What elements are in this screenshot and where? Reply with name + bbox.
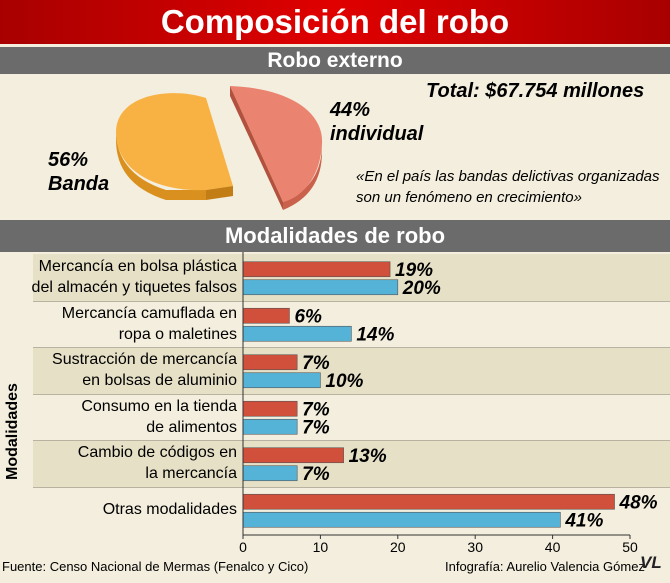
pie-name-banda: Banda bbox=[48, 173, 110, 195]
pie-pct-individual: 44% bbox=[330, 99, 371, 121]
bar-series-1 bbox=[242, 354, 298, 371]
bar-series-2 bbox=[242, 465, 298, 482]
x-tick-label: 40 bbox=[545, 539, 561, 555]
quote: «En el país las bandas delictivas organi… bbox=[356, 166, 666, 208]
category-label-line: Otras modalidades bbox=[102, 501, 237, 519]
pie-slice-individual-edge bbox=[230, 86, 283, 210]
bar-series-2 bbox=[242, 325, 352, 342]
category-label: Otras modalidades bbox=[103, 499, 237, 520]
data-label: 13% bbox=[349, 446, 387, 467]
section-heading-modalidades: Modalidades de robo bbox=[0, 220, 670, 252]
x-tick-label: 20 bbox=[390, 539, 406, 555]
category-label-line: Mercancía en bolsa plástica bbox=[38, 258, 237, 276]
bar-series-2 bbox=[242, 279, 399, 296]
credit-note: Infografía: Aurelio Valencia Gómez bbox=[445, 559, 645, 574]
pie-name-individual: individual bbox=[330, 123, 424, 145]
data-label: 7% bbox=[302, 353, 330, 374]
bar-series-1 bbox=[242, 493, 615, 510]
data-label: 20% bbox=[402, 278, 441, 299]
x-tick-label: 10 bbox=[313, 539, 329, 555]
pie-label-banda: 56% Banda bbox=[48, 148, 109, 196]
bar-series-1 bbox=[242, 307, 290, 324]
source-note: Fuente: Censo Nacional de Mermas (Fenalc… bbox=[2, 559, 309, 574]
category-band bbox=[33, 347, 670, 394]
data-label: 41% bbox=[564, 510, 603, 531]
category-band bbox=[33, 393, 670, 440]
category-label: Sustracción de mercancía en bolsas de alu… bbox=[52, 349, 237, 391]
data-label: 14% bbox=[356, 324, 394, 345]
category-label-line: del almacén y tiquetes falsos bbox=[31, 279, 237, 297]
category-label: Mercancía camuflada en ropa o maletines bbox=[62, 303, 237, 345]
bar-series-1 bbox=[242, 261, 391, 278]
pie-pct-banda: 56% bbox=[48, 149, 89, 171]
total-amount: Total: $67.754 millones bbox=[426, 80, 645, 102]
band-separator bbox=[33, 300, 670, 302]
category-label-line: Cambio de códigos en bbox=[77, 444, 237, 462]
pie-slice-banda bbox=[116, 93, 233, 191]
x-tick-label: 50 bbox=[622, 539, 638, 555]
quote-line-2: son un fenómeno en crecimiento» bbox=[356, 189, 582, 206]
category-label-line: ropa o maletines bbox=[118, 325, 237, 343]
category-band bbox=[33, 440, 670, 487]
band-separator bbox=[33, 347, 670, 348]
category-label: Consumo en la tienda de alimentos bbox=[81, 396, 237, 438]
category-label-line: Consumo en la tienda bbox=[81, 397, 237, 415]
pie-chart bbox=[116, 86, 323, 210]
data-label: 19% bbox=[395, 260, 433, 281]
category-label-line: la mercancía bbox=[145, 465, 237, 483]
quote-line-1: «En el país las bandas delictivas organi… bbox=[356, 168, 660, 185]
bar-series-1 bbox=[242, 400, 298, 417]
page-title: Composición del robo bbox=[0, 0, 670, 44]
bar-series-2 bbox=[242, 511, 561, 528]
bar-series-1 bbox=[242, 447, 344, 464]
category-label-line: en bolsas de aluminio bbox=[82, 372, 237, 390]
band-separator bbox=[33, 486, 670, 488]
pie-slice-banda-edge bbox=[206, 186, 233, 200]
pie-slice-banda-side bbox=[116, 130, 206, 200]
pie-label-individual: 44% individual bbox=[330, 98, 423, 146]
bar-series-2 bbox=[242, 372, 321, 389]
data-label: 10% bbox=[325, 371, 363, 392]
data-label: 7% bbox=[302, 464, 330, 485]
pie-slice-individual bbox=[230, 86, 323, 202]
band-separator bbox=[33, 440, 670, 441]
band-separator bbox=[33, 393, 670, 395]
category-label: Mercancía en bolsa plástica del almacén y… bbox=[32, 256, 237, 298]
data-label: 6% bbox=[294, 306, 322, 327]
data-label: 7% bbox=[302, 399, 330, 420]
pie-slice-individual-side bbox=[283, 142, 323, 210]
category-label-line: de alimentos bbox=[146, 418, 237, 436]
bar-series-2 bbox=[242, 418, 298, 435]
logo: VL bbox=[640, 553, 662, 572]
x-tick-label: 0 bbox=[239, 539, 247, 555]
category-label-line: Mercancía camuflada en bbox=[61, 304, 237, 322]
x-tick-label: 30 bbox=[467, 539, 483, 555]
section-heading-robo-externo: Robo externo bbox=[0, 47, 670, 74]
data-label: 48% bbox=[619, 492, 658, 513]
category-label-line: Sustracción de mercancía bbox=[52, 351, 237, 369]
data-label: 7% bbox=[302, 417, 330, 438]
category-label: Cambio de códigos en la mercancía bbox=[78, 442, 237, 484]
